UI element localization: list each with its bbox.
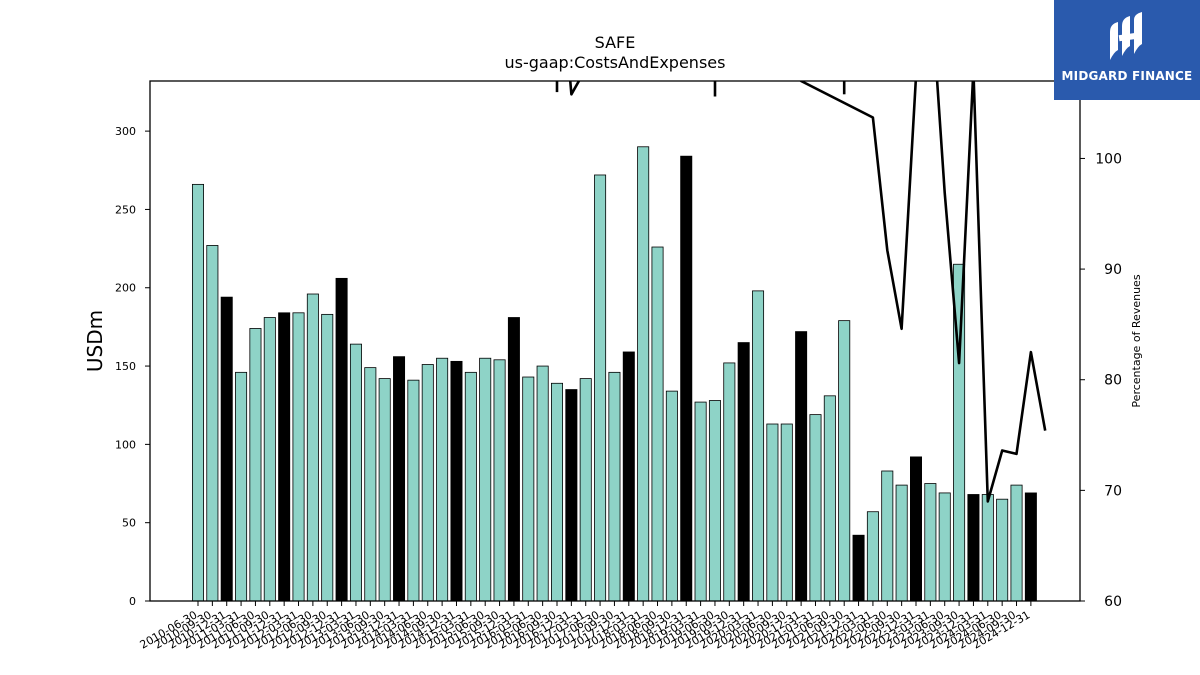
bar — [278, 312, 291, 601]
midgard-finance-logo: MIDGARD FINANCE — [1054, 0, 1200, 100]
bar — [522, 376, 535, 601]
y-tick-label-right: 100 — [1095, 151, 1122, 167]
bar — [378, 378, 391, 601]
y-tick-label-left: 200 — [115, 282, 136, 295]
bar — [364, 367, 377, 601]
bar — [752, 290, 765, 601]
bar — [881, 470, 894, 601]
y-tick-label-right: 60 — [1104, 594, 1122, 610]
bar — [493, 359, 506, 601]
chart-title: SAFE — [595, 33, 636, 52]
midgard-logo-icon — [1110, 12, 1142, 60]
bar — [594, 174, 607, 601]
bar — [206, 245, 219, 601]
bar — [651, 246, 664, 601]
bar — [981, 494, 994, 601]
y-tick-label-right: 70 — [1104, 483, 1122, 499]
bar — [191, 183, 204, 601]
bar — [579, 378, 592, 601]
bar — [766, 423, 779, 601]
bar — [795, 331, 808, 601]
y-tick-label-right: 80 — [1104, 373, 1122, 389]
bar — [938, 492, 951, 601]
bar — [996, 498, 1009, 601]
bar — [450, 360, 463, 601]
chart-subtitle: us-gaap:CostsAndExpenses — [505, 53, 726, 72]
bar — [536, 365, 549, 601]
bar — [349, 343, 362, 601]
bar — [680, 155, 693, 601]
bar — [393, 356, 406, 601]
y-tick-label-left: 250 — [115, 203, 136, 216]
bar — [910, 456, 923, 601]
bar — [464, 371, 477, 601]
bar — [967, 494, 980, 601]
bar — [852, 534, 865, 601]
bar — [421, 364, 434, 601]
bar — [737, 342, 750, 601]
bar — [292, 312, 305, 601]
bar — [407, 379, 420, 601]
bar — [723, 362, 736, 601]
y-tick-label-right: 90 — [1104, 262, 1122, 278]
plot-frame — [149, 80, 1081, 602]
bar — [780, 423, 793, 601]
bar — [924, 483, 937, 601]
bar — [220, 296, 233, 601]
y-axis-label-left: USDm — [83, 310, 107, 372]
bar — [953, 263, 966, 601]
bar — [335, 277, 348, 601]
bar — [809, 414, 822, 601]
bar — [1010, 484, 1023, 601]
revenue-percentage-line — [568, 81, 1047, 503]
bar — [608, 371, 621, 601]
bar — [551, 382, 564, 601]
y-axis-label-right: Percentage of Revenues — [1130, 274, 1143, 407]
bar — [263, 317, 276, 601]
bar — [637, 146, 650, 601]
bar — [823, 395, 836, 601]
y-tick-label-left: 300 — [115, 125, 136, 138]
bar — [895, 484, 908, 601]
bar — [838, 320, 851, 601]
bar — [479, 357, 492, 601]
y-tick-label-left: 50 — [122, 517, 136, 530]
bar — [694, 401, 707, 601]
y-tick-label-left: 0 — [129, 595, 136, 608]
bar — [866, 511, 879, 601]
bar — [565, 389, 578, 601]
y-tick-label-left: 150 — [115, 360, 136, 373]
bar — [507, 317, 520, 601]
y-tick-label-left: 100 — [115, 438, 136, 451]
bar — [306, 293, 319, 601]
bar — [665, 390, 678, 601]
bar — [436, 357, 449, 601]
logo-text: MIDGARD FINANCE — [1061, 69, 1193, 83]
bar — [249, 328, 262, 601]
bar — [321, 313, 334, 601]
bar — [708, 400, 721, 601]
bar — [235, 371, 248, 601]
bar — [1024, 492, 1037, 601]
bar — [622, 351, 635, 601]
